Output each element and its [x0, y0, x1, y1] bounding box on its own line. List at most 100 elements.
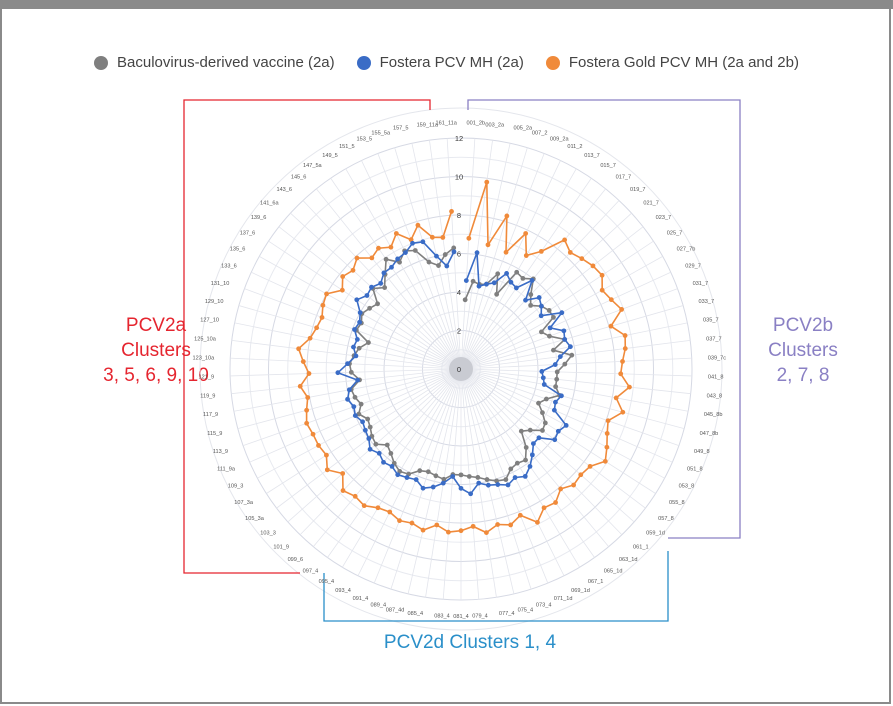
data-point [436, 263, 441, 268]
data-point [320, 302, 326, 308]
data-point [433, 473, 439, 479]
category-label: 155_5a [371, 130, 391, 136]
data-point [316, 443, 321, 448]
data-point [376, 245, 381, 251]
data-point [395, 256, 401, 262]
data-point [554, 369, 560, 375]
legend-item-fostera: Fostera PCV MH (2a) [356, 54, 524, 71]
category-label: 005_2a [513, 126, 533, 132]
data-point [420, 527, 426, 533]
data-point [362, 427, 368, 433]
data-point [340, 274, 346, 279]
radial-tick-label: 0 [457, 365, 461, 374]
category-label: 103_3 [260, 530, 276, 536]
radial-tick-label: 6 [457, 250, 461, 259]
data-point [578, 472, 584, 478]
data-point [335, 370, 341, 376]
data-point [340, 471, 346, 476]
data-point [495, 482, 501, 487]
data-point [389, 463, 395, 469]
data-point [314, 325, 320, 331]
category-label: 051_8 [687, 467, 703, 473]
grid-spoke [460, 368, 565, 576]
data-point [357, 319, 363, 325]
radar-series [296, 179, 632, 535]
data-point [369, 284, 374, 290]
data-point [354, 255, 360, 261]
grid-spoke [460, 368, 665, 479]
data-point [367, 446, 373, 452]
category-label: 087_4d [386, 607, 405, 613]
grid-spoke [390, 368, 462, 590]
data-point [475, 475, 481, 480]
category-label: 065_1d [604, 569, 623, 575]
category-label: 095_4 [319, 579, 335, 585]
data-point [528, 302, 534, 308]
data-point [304, 420, 310, 426]
data-point [361, 503, 367, 509]
data-point [512, 475, 518, 480]
data-point [463, 278, 469, 284]
data-point [559, 310, 565, 316]
grid-spoke [460, 288, 678, 370]
grid-spoke [460, 153, 545, 370]
data-point [434, 522, 440, 528]
grid-spoke [460, 368, 685, 430]
data-point [373, 441, 379, 447]
data-point [426, 259, 432, 265]
category-label: 153_5 [357, 137, 373, 143]
grid-spoke [377, 153, 462, 370]
category-label: 037_7 [706, 336, 722, 342]
legend-marker-baculovirus [94, 55, 109, 70]
data-point [551, 407, 557, 413]
data-point [613, 395, 619, 401]
data-point [605, 418, 611, 424]
category-label: 145_6 [291, 174, 307, 180]
data-point [375, 505, 381, 511]
category-label: 033_7 [699, 299, 715, 305]
category-label: 047_8b [700, 431, 719, 437]
data-point [503, 249, 509, 255]
data-point [554, 376, 560, 382]
data-point [567, 344, 573, 350]
category-label: 011_2 [567, 144, 582, 150]
data-point [458, 485, 464, 491]
data-point [430, 484, 436, 490]
pcv2d-group-label: PCV2d Clusters 1, 4 [340, 630, 600, 655]
pcv2b-bracket [467, 99, 741, 539]
category-label: 135_6 [230, 247, 246, 253]
category-label: 083_4 [434, 613, 450, 619]
data-point [538, 303, 544, 309]
chart-legend: Baculovirus-derived vaccine (2a) Fostera… [0, 54, 893, 71]
legend-marker-fostera [356, 55, 371, 70]
data-point [622, 333, 628, 338]
category-label: 055_8 [669, 500, 685, 506]
data-point [484, 477, 490, 482]
category-label: 075_4 [518, 607, 534, 613]
data-point [413, 477, 419, 483]
category-label: 035_7 [703, 318, 719, 324]
data-point [389, 264, 394, 270]
data-point [553, 500, 558, 505]
data-point [366, 340, 371, 345]
data-point [304, 407, 310, 413]
data-point [527, 427, 533, 433]
radial-tick-label: 12 [455, 134, 463, 143]
grid-spoke [361, 160, 462, 370]
data-point [378, 280, 384, 286]
data-point [345, 396, 350, 402]
data-point [562, 237, 568, 243]
category-label: 159_11a [417, 122, 439, 128]
data-point [547, 325, 553, 331]
data-point [450, 474, 456, 479]
data-point [508, 279, 514, 285]
data-point [410, 240, 415, 246]
data-point [434, 253, 439, 259]
data-point [552, 362, 558, 367]
data-point [543, 396, 549, 402]
data-point [587, 463, 593, 469]
grid-spoke [460, 368, 609, 547]
pcv2a-label-line2: Clusters [121, 340, 191, 361]
grid-spoke [460, 200, 620, 370]
center-hub [449, 357, 473, 381]
